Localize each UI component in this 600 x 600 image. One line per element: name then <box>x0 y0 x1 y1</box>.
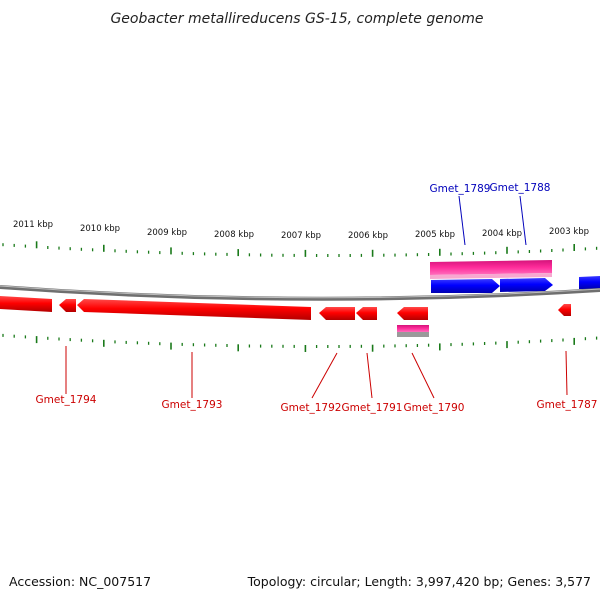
tick-row-inner <box>2 333 598 352</box>
reverse-strand-features <box>0 296 571 337</box>
scale-label: 2011 kbp <box>13 220 53 230</box>
scale-label: 2010 kbp <box>80 224 120 234</box>
gene-arrow-gmet-1787[interactable] <box>558 304 571 316</box>
scale-labels: 2011 kbp 2010 kbp 2009 kbp 2008 kbp 2007… <box>13 220 589 241</box>
scale-label: 2005 kbp <box>415 230 455 240</box>
leader-gmet-1790 <box>411 352 435 399</box>
scale-label: 2003 kbp <box>549 227 589 237</box>
leader-gmet-1791 <box>366 352 373 399</box>
forward-strand-features <box>430 260 600 293</box>
gene-labels: Gmet_1789 Gmet_1788 Gmet_1794 Gmet_1793 … <box>36 182 598 414</box>
accession-text: Accession: NC_007517 <box>9 574 151 589</box>
gene-arrow-reverse-small[interactable] <box>59 299 76 312</box>
leader-gmet-1792 <box>311 352 338 399</box>
gene-arrow-gmet-1794[interactable] <box>0 296 52 312</box>
gene-arrow-gmet-1790[interactable] <box>397 307 428 320</box>
map-title: Geobacter metallireducens GS-15, complet… <box>110 11 483 27</box>
leader-gmet-1787 <box>565 350 568 396</box>
gene-arrow-gmet-1788[interactable] <box>500 278 553 292</box>
gene-label-gmet-1787[interactable]: Gmet_1787 <box>537 399 598 411</box>
gene-label-gmet-1790[interactable]: Gmet_1790 <box>404 402 465 414</box>
gene-arrow-gmet-1792[interactable] <box>319 307 355 320</box>
gene-arrow-gmet-1793[interactable] <box>77 299 311 320</box>
leader-gmet-1789 <box>458 195 466 246</box>
gene-label-gmet-1792[interactable]: Gmet_1792 <box>281 402 342 414</box>
scale-label: 2007 kbp <box>281 231 321 241</box>
gene-label-gmet-1788[interactable]: Gmet_1788 <box>490 182 551 194</box>
gene-label-gmet-1789[interactable]: Gmet_1789 <box>430 183 491 195</box>
rna-feature-forward-shadow <box>430 273 552 279</box>
gene-arrow-gmet-1789[interactable] <box>431 279 500 293</box>
scale-label: 2004 kbp <box>482 229 522 239</box>
leader-gmet-1788 <box>519 195 527 246</box>
rna-feature-reverse[interactable] <box>397 325 429 332</box>
gene-arrow-gmet-1791[interactable] <box>356 307 377 320</box>
genome-backbone-highlight <box>0 285 600 299</box>
gene-label-gmet-1794[interactable]: Gmet_1794 <box>36 394 97 406</box>
rna-feature-reverse-shadow <box>397 332 429 337</box>
genome-backbone <box>0 285 600 301</box>
rna-feature-forward[interactable] <box>430 260 552 275</box>
gene-label-gmet-1791[interactable]: Gmet_1791 <box>342 402 403 414</box>
genome-summary-text: Topology: circular; Length: 3,997,420 bp… <box>247 574 591 589</box>
label-leader-lines <box>65 195 568 399</box>
scale-label: 2009 kbp <box>147 228 187 238</box>
scale-label: 2008 kbp <box>214 230 254 240</box>
scale-label: 2006 kbp <box>348 231 388 241</box>
gene-arrow-forward-edge[interactable] <box>579 276 600 289</box>
tick-row-outer <box>2 241 598 257</box>
gene-label-gmet-1793[interactable]: Gmet_1793 <box>162 399 223 411</box>
